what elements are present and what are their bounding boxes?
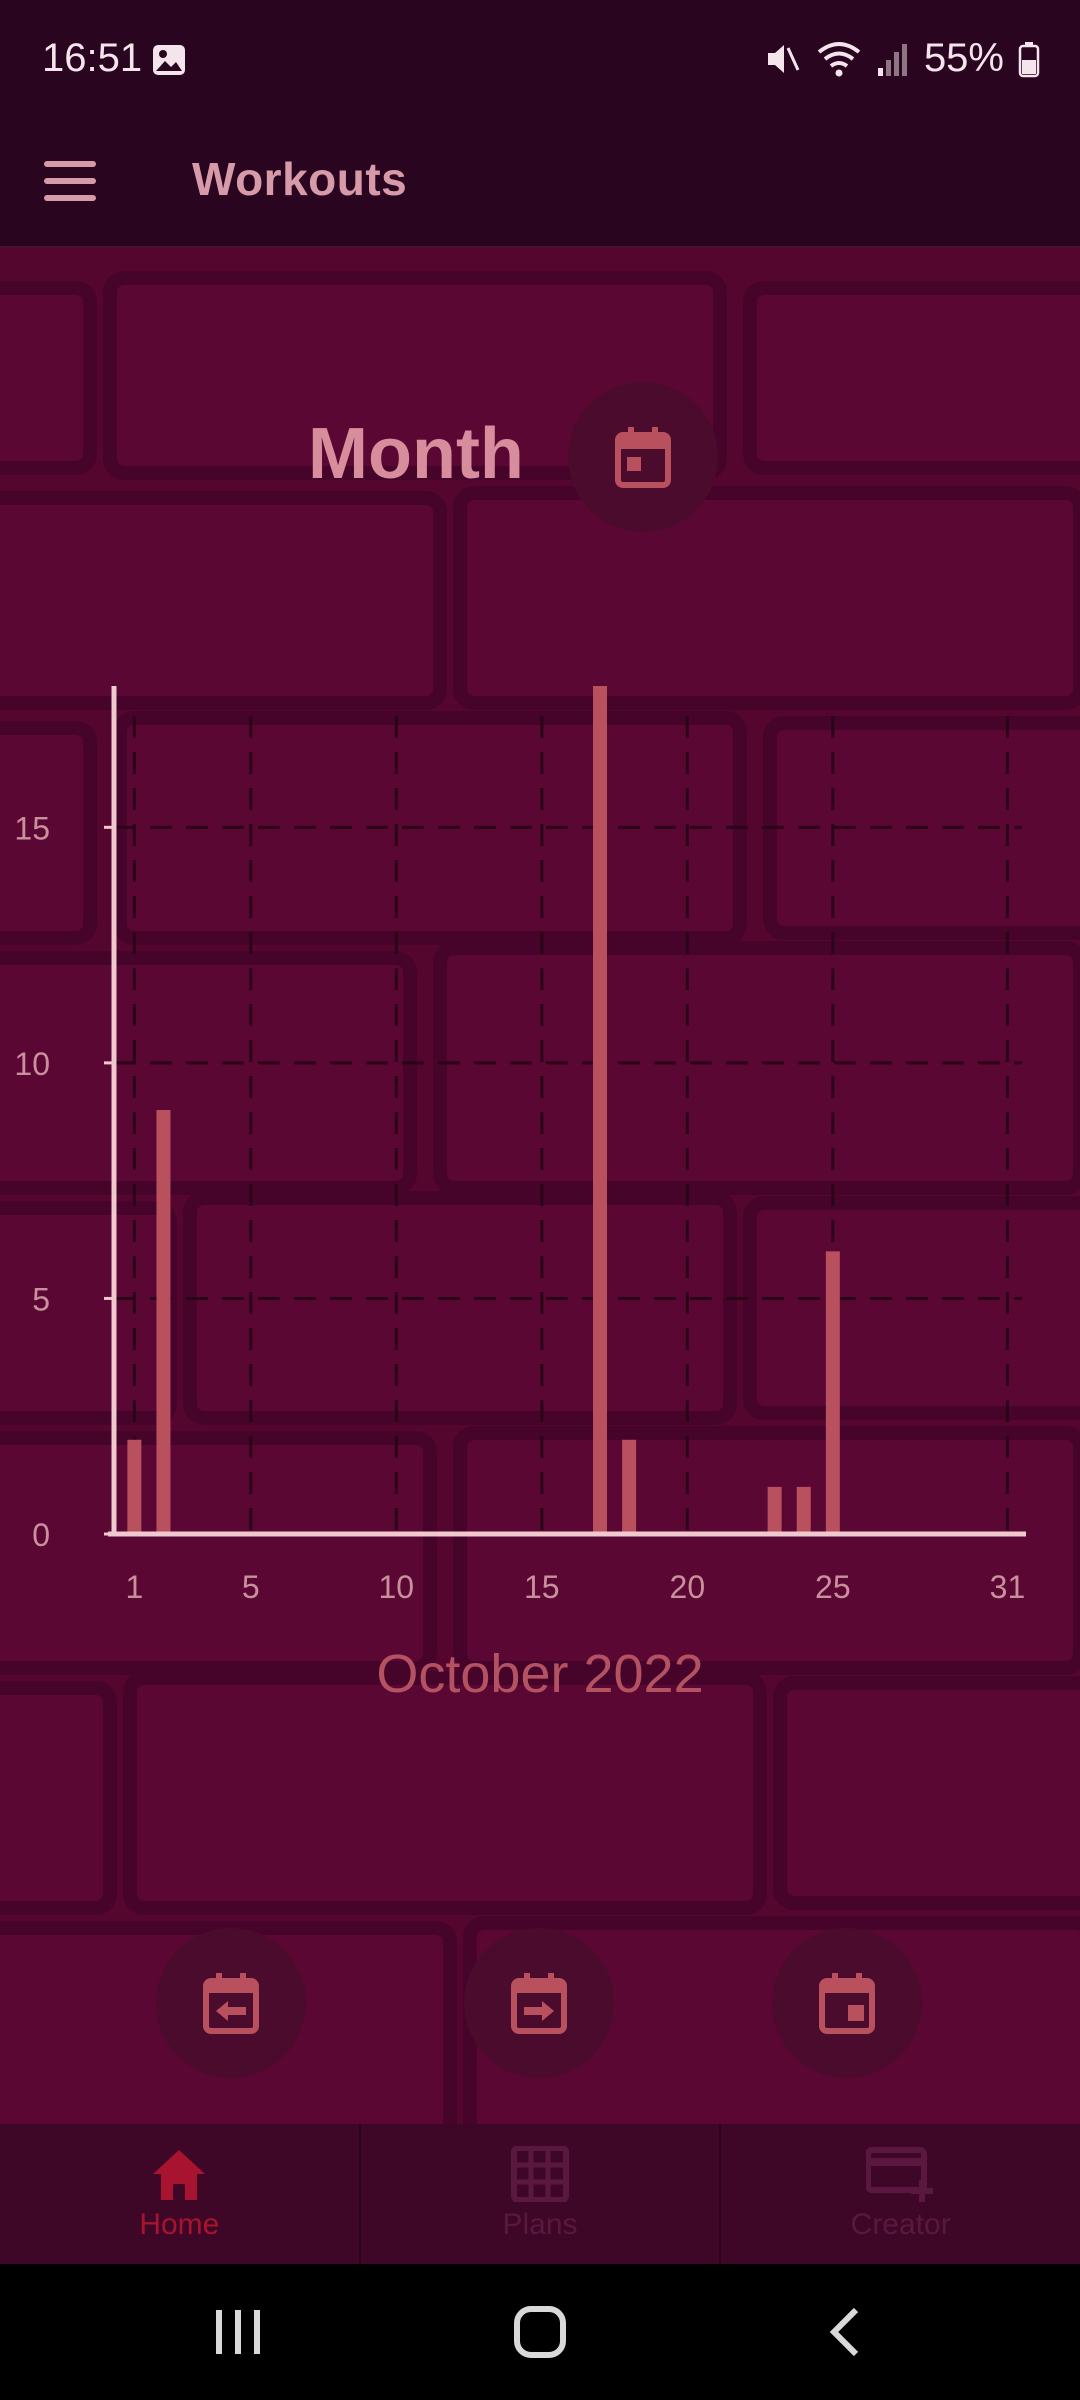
- calendar-icon: [615, 427, 671, 488]
- nav-home[interactable]: Home: [0, 2124, 359, 2264]
- system-navigation-bar: [0, 2264, 1080, 2400]
- home-icon: [153, 2150, 206, 2200]
- photo-icon: [153, 45, 185, 75]
- app-bar: Workouts: [0, 120, 1080, 248]
- calendar-arrow-right-icon: [511, 1973, 567, 2034]
- nav-plans[interactable]: Plans: [358, 2124, 720, 2264]
- y-tick-label: 10: [14, 1046, 50, 1082]
- x-tick-label: 15: [524, 1569, 560, 1605]
- chart-bar: [622, 1439, 637, 1534]
- status-icons: 55%: [764, 36, 1040, 81]
- menu-icon[interactable]: [44, 146, 104, 216]
- x-tick-label: 10: [378, 1569, 414, 1605]
- y-tick-label: 0: [32, 1517, 50, 1553]
- mute-icon: [767, 44, 800, 73]
- nav-plans-label: Plans: [502, 2208, 578, 2241]
- wifi-icon: [817, 41, 861, 76]
- x-tick-label: 5: [242, 1569, 260, 1605]
- calendar-today-icon: [819, 1973, 875, 2034]
- home-button[interactable]: [512, 2304, 568, 2360]
- card-add-icon: [865, 2147, 933, 2202]
- grid-icon: [511, 2146, 569, 2202]
- nav-creator[interactable]: Creator: [719, 2124, 1080, 2264]
- main-content: Month 0 5 10 15 1 5 10 15 20 25 31 October 2022: [0, 248, 1080, 2124]
- status-bar: 16:51 55%: [0, 0, 1080, 120]
- chart-bar: [593, 686, 608, 1534]
- chart-bar: [796, 1486, 811, 1534]
- signal-icon: [877, 43, 907, 76]
- nav-creator-label: Creator: [850, 2208, 951, 2241]
- chart-bar: [127, 1439, 142, 1534]
- bottom-navigation: Home Plans Creator: [0, 2124, 1080, 2264]
- app-title: Workouts: [192, 153, 408, 205]
- today-button[interactable]: [772, 1928, 922, 2078]
- battery-percent: 55%: [923, 36, 1004, 80]
- x-tick-label: 20: [670, 1569, 706, 1605]
- previous-month-button[interactable]: [156, 1928, 306, 2078]
- calendar-arrow-left-icon: [203, 1973, 259, 2034]
- chart-bar: [767, 1486, 782, 1534]
- back-button[interactable]: [818, 2304, 874, 2360]
- chart-bar: [156, 1110, 171, 1534]
- period-title: Month: [308, 414, 524, 494]
- x-tick-label: 25: [815, 1569, 851, 1605]
- calendar-picker-button[interactable]: [568, 382, 718, 532]
- recents-button[interactable]: [210, 2304, 266, 2360]
- chart-x-label: October 2022: [376, 1644, 704, 1704]
- battery-icon: [1018, 41, 1040, 77]
- next-month-button[interactable]: [464, 1928, 614, 2078]
- x-tick-label: 1: [125, 1569, 143, 1605]
- y-tick-label: 15: [14, 810, 50, 846]
- chart-bar: [825, 1251, 840, 1534]
- status-time: 16:51: [42, 36, 143, 80]
- x-tick-label: 31: [990, 1569, 1026, 1605]
- y-tick-label: 5: [32, 1281, 50, 1317]
- nav-home-label: Home: [139, 2208, 220, 2241]
